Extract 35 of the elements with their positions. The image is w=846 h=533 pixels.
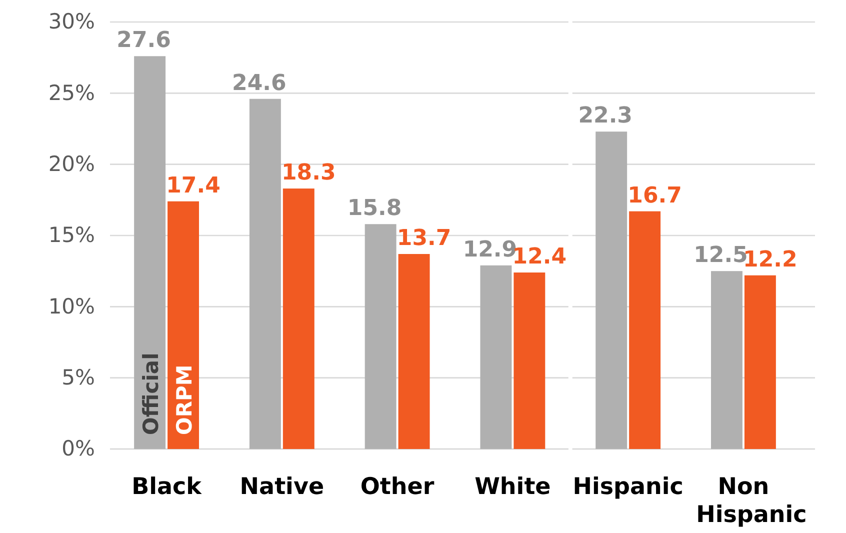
y-tick-label: 25% [48, 80, 95, 105]
data-label: 18.3 [282, 160, 336, 186]
data-label: 15.8 [347, 196, 402, 222]
bar [711, 271, 742, 449]
bar [629, 211, 661, 449]
data-label: 27.6 [116, 28, 171, 54]
x-tick-label: Native [240, 474, 324, 500]
bar [744, 275, 776, 449]
bar [480, 265, 512, 449]
bar [596, 132, 628, 449]
data-label: 24.6 [232, 70, 286, 96]
y-tick-label: 0% [62, 436, 95, 461]
bar [514, 272, 546, 449]
x-tick-label: Non Hispanic [696, 474, 807, 528]
series-label: Official [138, 352, 163, 435]
x-tick-label: Hispanic [572, 474, 684, 500]
bar [364, 224, 396, 449]
x-tick-label: Black [132, 474, 202, 500]
series-label: ORPM [172, 364, 196, 435]
y-tick-label: 15% [48, 223, 95, 248]
data-label: 16.7 [628, 183, 682, 208]
bar [249, 98, 281, 449]
bar [134, 56, 166, 449]
x-tick-label: Other [360, 474, 435, 500]
data-label: 22.3 [578, 104, 632, 129]
y-tick-label: 30% [48, 10, 95, 34]
bar [398, 254, 430, 449]
y-tick-label: 10% [48, 294, 95, 318]
data-label: 13.7 [396, 226, 452, 252]
bar [282, 188, 314, 449]
data-label: 17.4 [166, 173, 220, 198]
bar [168, 201, 199, 449]
y-tick-label: 20% [48, 152, 95, 176]
x-tick-label: White [474, 474, 551, 500]
y-tick-label: 5% [62, 366, 95, 390]
